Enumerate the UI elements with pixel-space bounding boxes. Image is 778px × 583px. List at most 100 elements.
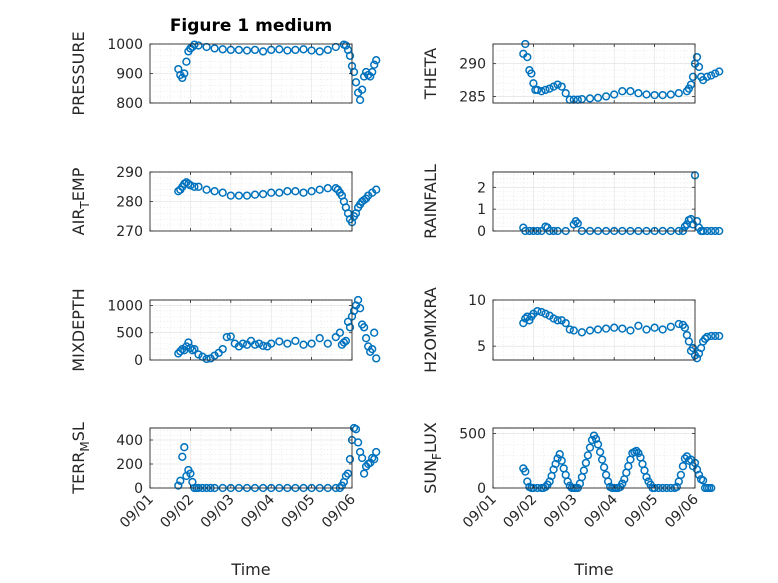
data-point [242, 191, 252, 200]
data-point [610, 90, 619, 99]
data-point [335, 328, 345, 337]
data-point [527, 69, 536, 78]
data-point [218, 344, 227, 354]
data-point [315, 334, 324, 343]
data-point [595, 447, 605, 457]
data-point [190, 40, 199, 49]
data-point [291, 187, 300, 196]
data-point [210, 187, 219, 196]
data-point [549, 314, 558, 323]
panel-theta: 285 290 THETA [421, 39, 724, 105]
y-tick-label: 280 [116, 195, 143, 211]
x-tick-label: 09/02 [157, 492, 197, 532]
data-point [267, 339, 276, 348]
data-point [707, 71, 716, 80]
data-point [674, 319, 683, 329]
data-point [254, 339, 264, 348]
y-axis-label: TERRMSL [69, 422, 92, 495]
data-point [210, 44, 219, 53]
data-point [345, 51, 355, 60]
data-point [186, 343, 195, 353]
panel-mixdepth: 0 500 1000 MIXDEPTH [69, 288, 381, 372]
x-tick-label: 09/06 [319, 491, 359, 531]
data-point [186, 181, 195, 190]
data-point [715, 331, 724, 341]
data-point [694, 470, 704, 480]
axes-frame [149, 299, 353, 361]
data-point [541, 85, 550, 95]
x-tick-label: 09/04 [581, 491, 621, 531]
data-point [569, 326, 578, 335]
data-point [593, 325, 603, 334]
data-point [561, 89, 570, 98]
data-point [194, 41, 203, 50]
y-tick-label: 285 [459, 89, 486, 105]
y-tick-label: 500 [459, 426, 486, 442]
y-tick-label: 270 [116, 224, 143, 240]
data-point [186, 469, 195, 478]
data-point [583, 451, 593, 460]
data-point [698, 476, 708, 485]
data-point [707, 226, 716, 236]
data-point [537, 87, 546, 96]
data-point [563, 477, 572, 486]
data-point [692, 52, 702, 62]
data-point [541, 309, 550, 318]
data-point [180, 69, 189, 78]
x-tick-label: 09/01 [117, 492, 157, 532]
data-point [688, 343, 698, 353]
axes-frame [492, 299, 696, 361]
y-tick-label: 1000 [107, 37, 143, 53]
y-axis-label: RAINFALL [421, 164, 440, 239]
data-point [686, 80, 696, 89]
data-point [593, 440, 603, 449]
data-point [178, 452, 187, 461]
data-point [610, 323, 619, 332]
data-point [258, 341, 268, 350]
data-point [372, 447, 381, 457]
data-point [587, 435, 597, 445]
data-point [521, 467, 530, 476]
data-point [711, 69, 720, 78]
data-point [315, 47, 324, 56]
data-point [541, 482, 550, 492]
data-point [307, 46, 316, 55]
data-point [601, 324, 611, 333]
data-point [291, 45, 300, 55]
data-point [331, 42, 340, 52]
axes-background [492, 171, 696, 232]
data-point [258, 47, 268, 56]
y-tick-label: 290 [459, 57, 486, 73]
data-point [323, 339, 332, 348]
data-point [549, 82, 558, 91]
data-point [680, 323, 690, 332]
data-point [684, 84, 694, 93]
data-point [222, 332, 231, 342]
data-point [618, 87, 627, 96]
y-tick-label: 1000 [107, 298, 143, 314]
y-tick-label: 5 [477, 339, 486, 355]
data-point [545, 84, 554, 93]
x-tick-label: 09/06 [662, 491, 702, 531]
data-point [642, 90, 651, 99]
y-tick-label: 400 [116, 433, 143, 449]
data-point [345, 323, 355, 332]
data-point [180, 443, 189, 452]
figure-title: Figure 1 medium [170, 16, 332, 36]
data-point [182, 57, 191, 66]
y-axis-label: PRESSURE [69, 31, 88, 115]
data-point [581, 458, 591, 468]
data-point [194, 182, 203, 191]
data-point [341, 41, 351, 50]
data-point [618, 324, 627, 333]
data-point [341, 336, 351, 346]
data-point [626, 326, 635, 335]
data-point [711, 331, 720, 341]
x-tick-label: 09/04 [238, 491, 278, 531]
data-point [688, 72, 698, 81]
data-point [715, 226, 724, 236]
data-point [585, 326, 595, 335]
data-point [357, 453, 367, 463]
data-point [561, 318, 570, 328]
data-point [650, 323, 659, 332]
